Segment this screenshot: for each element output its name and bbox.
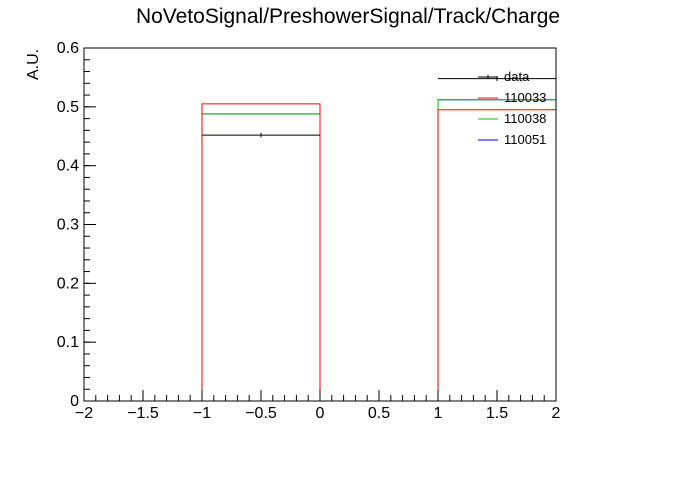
y-tick-label: 0.3 [57,217,79,234]
x-tick-label: 0 [316,405,325,422]
legend-label-110033: 110033 [504,90,546,105]
y-tick-label: 0.5 [57,99,79,116]
x-tick-label: 1.5 [486,405,508,422]
x-tick-label: 0.5 [368,405,390,422]
y-axis-label: A.U. [25,49,42,80]
legend: data 110033 110038 110051 [478,69,546,147]
x-tick-label: −2 [75,405,93,422]
y-tick-label: 0.4 [57,158,79,175]
x-tick-label: 1 [434,405,443,422]
x-tick-label: −1.5 [127,405,159,422]
y-tick-label: 0.6 [57,40,79,57]
legend-label-110038: 110038 [504,111,546,126]
legend-label-data: data [504,69,530,84]
y-tick-label: 0.2 [57,275,79,292]
y-tick-label: 0 [70,393,79,410]
y-tick-label: 0.1 [57,334,79,351]
axes: −2 −1.5 −1 −0.5 0 0.5 1 1.5 2 0 0.1 0.2 0.3 0.4 0.5 0.6 [57,40,561,422]
plot-area [84,76,557,402]
chart-title: NoVetoSignal/PreshowerSignal/Track/Charg… [136,5,560,28]
x-tick-label: −1 [193,405,211,422]
x-tick-label: −0.5 [245,405,277,422]
legend-label-110051: 110051 [504,132,546,147]
x-tick-label: 2 [552,405,561,422]
